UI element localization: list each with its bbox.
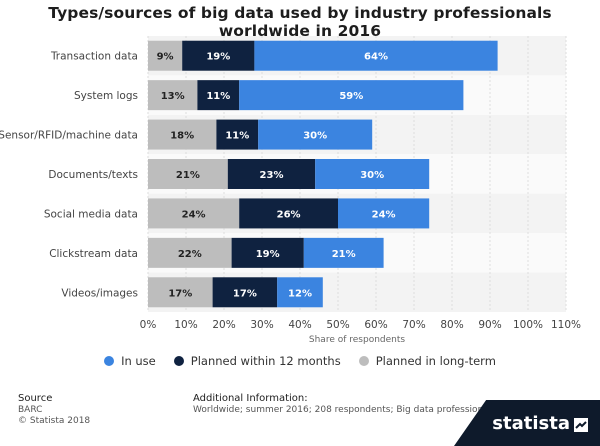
data-label: 9%	[157, 52, 174, 63]
category-label: Clickstream data	[49, 248, 138, 260]
category-label: Videos/images	[61, 287, 138, 299]
x-tick-label: 40%	[288, 319, 311, 331]
legend-in-use-dot-icon	[104, 356, 115, 366]
bar-segment	[212, 277, 278, 308]
bar-segment	[303, 237, 384, 268]
x-tick-label: 0%	[140, 319, 157, 331]
x-tick-label: 110%	[551, 319, 581, 331]
x-tick-label: 20%	[212, 319, 235, 331]
additional-info-block: Additional Information: Worldwide; summe…	[193, 393, 496, 416]
bar-segment	[148, 80, 198, 111]
bar-segment	[182, 40, 255, 71]
bar-segment	[148, 237, 232, 268]
data-label: 64%	[364, 52, 388, 63]
data-label: 26%	[277, 209, 301, 220]
statista-mark-icon	[574, 418, 588, 432]
category-label: Social media data	[44, 208, 138, 220]
logo-wordmark: statista	[492, 413, 570, 434]
category-label: System logs	[74, 90, 138, 102]
data-label: 30%	[303, 131, 327, 142]
bar-segment	[148, 119, 217, 150]
data-label: 21%	[176, 170, 200, 181]
data-label: 30%	[360, 170, 384, 181]
data-label: 13%	[161, 91, 185, 102]
data-label: 23%	[260, 170, 284, 181]
copyright-link[interactable]: © Statista 2018	[18, 416, 91, 426]
additional-info-heading: Additional Information:	[193, 393, 308, 404]
data-label: 19%	[206, 52, 230, 63]
legend-planned-12-months-label: Planned within 12 months	[190, 354, 341, 368]
category-label: Sensor/RFID/machine data	[0, 130, 138, 142]
bar-segment	[338, 198, 430, 229]
data-label: 19%	[256, 249, 280, 260]
legend-planned-long-term-label: Planned in long-term	[375, 354, 496, 368]
chart-legend: In use Planned within 12 months Planned …	[0, 354, 600, 368]
legend-item-planned-12-months[interactable]: Planned within 12 months	[173, 354, 341, 368]
data-label: 24%	[372, 209, 396, 220]
category-label: Documents/texts	[48, 169, 138, 181]
x-axis-title: Share of respondents	[309, 335, 406, 345]
legend-item-planned-long-term[interactable]: Planned in long-term	[358, 354, 496, 368]
bar-segment	[216, 119, 259, 150]
data-label: 24%	[182, 209, 206, 220]
bar-segment	[277, 277, 323, 308]
data-label: 17%	[168, 288, 192, 299]
source-name: BARC	[18, 405, 43, 415]
x-tick-label: 80%	[440, 319, 463, 331]
bar-segment	[148, 40, 183, 71]
additional-info-text: Worldwide; summer 2016; 208 respondents;…	[193, 405, 496, 415]
x-tick-label: 50%	[326, 319, 349, 331]
data-label: 21%	[332, 249, 356, 260]
source-block: Source BARC © Statista 2018	[18, 393, 90, 427]
bar-segment	[227, 159, 316, 189]
bar-segment	[239, 198, 338, 229]
data-label: 22%	[178, 249, 202, 260]
legend-planned-12-months-dot-icon	[173, 356, 184, 366]
data-label: 59%	[339, 91, 363, 102]
bar-segment	[315, 159, 430, 189]
data-label: 11%	[206, 91, 230, 102]
bar-segment	[258, 119, 373, 150]
chart-title: Types/sources of big data used by indust…	[48, 4, 552, 40]
bar-segment	[239, 80, 464, 111]
category-label: Transaction data	[50, 51, 138, 63]
bar-segment	[197, 80, 240, 111]
data-label: 18%	[170, 131, 194, 142]
legend-in-use-label: In use	[121, 354, 156, 368]
bar-segment	[148, 159, 228, 189]
bar-segment	[254, 40, 498, 71]
bar-segment	[148, 198, 240, 229]
x-tick-label: 70%	[402, 319, 425, 331]
statista-logo[interactable]: statista	[454, 400, 600, 446]
data-label: 17%	[233, 288, 257, 299]
source-heading: Source	[18, 393, 53, 404]
data-label: 11%	[225, 131, 249, 142]
bar-segment	[148, 277, 213, 308]
x-tick-label: 90%	[478, 319, 501, 331]
x-tick-label: 30%	[250, 319, 273, 331]
legend-item-in-use[interactable]: In use	[104, 354, 156, 368]
data-label: 12%	[288, 288, 312, 299]
x-tick-label: 10%	[174, 319, 197, 331]
x-tick-label: 60%	[364, 319, 387, 331]
legend-planned-long-term-dot-icon	[358, 356, 369, 366]
x-tick-label: 100%	[513, 319, 543, 331]
bar-segment	[231, 237, 304, 268]
